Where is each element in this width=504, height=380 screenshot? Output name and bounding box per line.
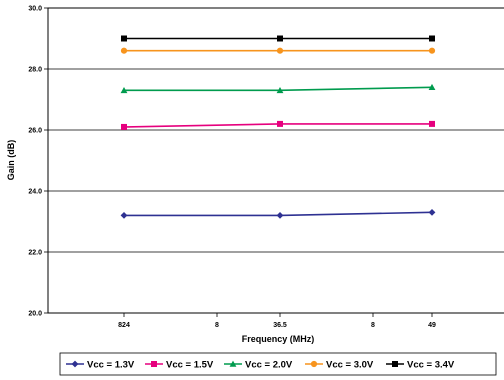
data-point	[121, 123, 127, 130]
data-point	[276, 47, 284, 54]
legend-label: Vcc = 3.0V	[326, 360, 374, 371]
data-point	[429, 35, 435, 42]
legend: Vcc = 1.3V Vcc = 1.5V Vcc = 2.0V Vcc = 3.0V…	[66, 360, 455, 371]
legend-marker	[392, 361, 398, 367]
legend-marker	[310, 360, 318, 368]
legend-marker	[71, 360, 79, 368]
legend-marker	[229, 360, 237, 367]
x-axis-ticks: 824 8 36.5 8 49	[118, 313, 436, 329]
x-tick-label: 8	[371, 322, 375, 329]
data-point	[428, 83, 436, 91]
data-point	[428, 47, 436, 54]
data-point	[120, 86, 128, 94]
data-point	[277, 35, 283, 42]
series-vcc-2-0v	[120, 83, 436, 94]
data-point	[428, 208, 436, 216]
y-tick-label: 22.0	[28, 250, 42, 257]
legend-label: Vcc = 2.0V	[245, 360, 293, 371]
y-tick-label: 28.0	[28, 67, 42, 74]
x-tick-label: 8	[215, 322, 219, 329]
data-point	[276, 212, 284, 219]
x-tick-label: 36.5	[273, 322, 287, 329]
y-tick-label: 30.0	[28, 6, 42, 13]
data-point	[277, 120, 283, 127]
data-point	[120, 47, 128, 54]
legend-item: Vcc = 3.0V	[305, 360, 374, 371]
legend-label: Vcc = 1.3V	[87, 360, 135, 371]
plot-area-frame	[47, 7, 504, 314]
data-point	[121, 35, 127, 42]
x-axis-label: Frequency (MHz)	[242, 334, 315, 344]
y-tick-label: 26.0	[28, 128, 42, 135]
data-point	[276, 86, 284, 94]
legend-item: Vcc = 3.4V	[386, 360, 455, 371]
series-vcc-3-0v	[120, 47, 436, 54]
series-vcc-1-3v	[120, 208, 436, 219]
gridlines	[48, 68, 504, 253]
legend-item: Vcc = 1.3V	[66, 360, 135, 371]
data-point	[120, 212, 128, 219]
x-tick-label: 824	[118, 322, 130, 329]
legend-label: Vcc = 3.4V	[407, 360, 455, 371]
y-tick-label: 24.0	[28, 189, 42, 196]
legend-label: Vcc = 1.5V	[166, 360, 214, 371]
y-axis-label: Gain (dB)	[6, 140, 16, 181]
series-vcc-3-4v	[121, 35, 435, 42]
series-vcc-1-5v	[121, 120, 435, 130]
legend-box	[59, 352, 497, 376]
legend-item: Vcc = 1.5V	[145, 360, 214, 371]
x-tick-label: 49	[428, 322, 436, 329]
series-group	[120, 35, 436, 219]
y-axis-ticks: 20.0 22.0 24.0 26.0 28.0 30.0	[28, 6, 48, 318]
y-tick-label: 20.0	[28, 311, 42, 318]
data-point	[429, 120, 435, 127]
legend-marker	[151, 361, 157, 367]
legend-item: Vcc = 2.0V	[224, 360, 293, 371]
